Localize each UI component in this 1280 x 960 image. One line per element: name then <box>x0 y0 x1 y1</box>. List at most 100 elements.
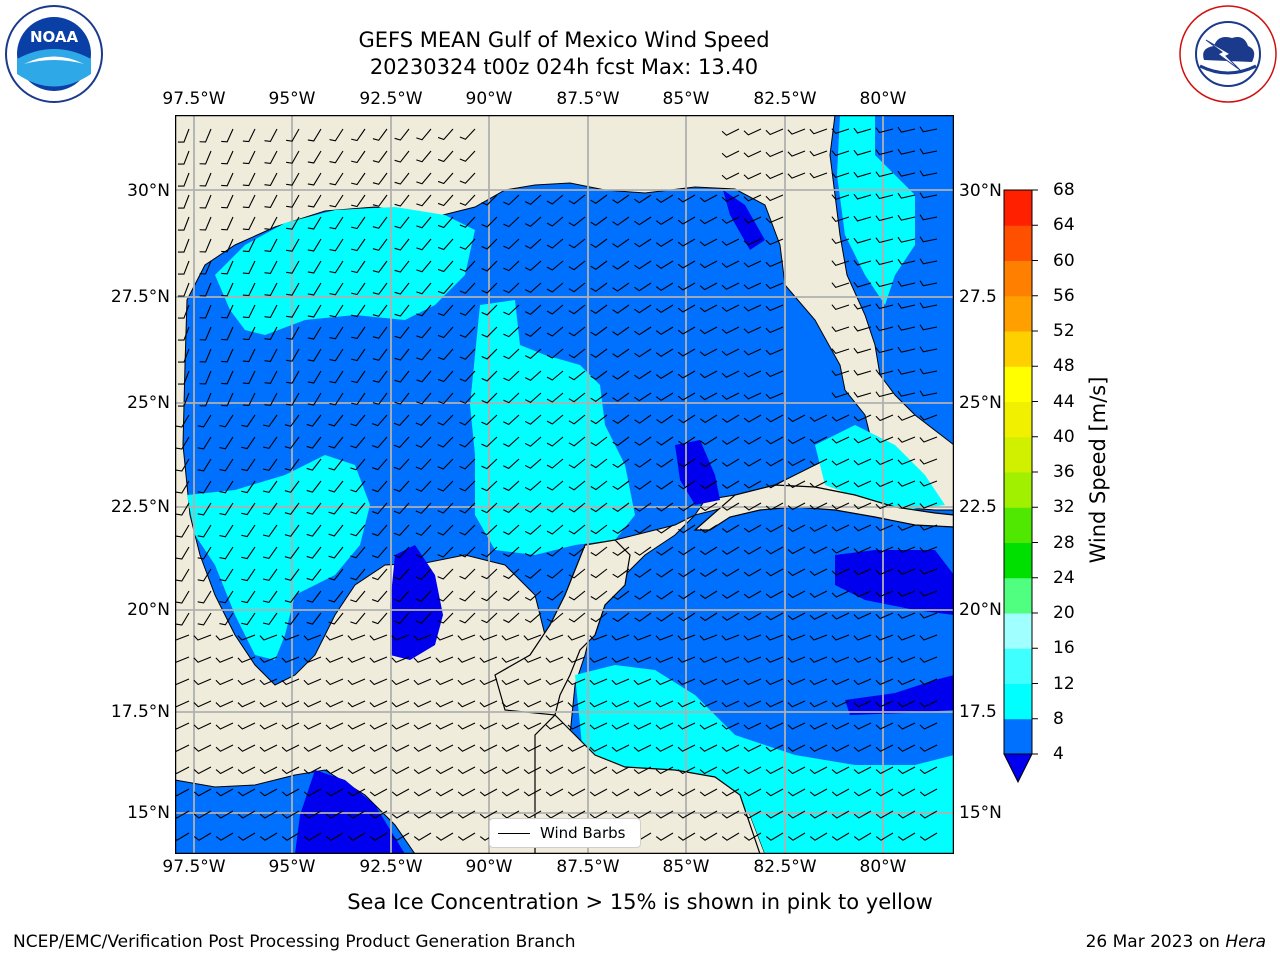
wind-barb <box>875 700 894 708</box>
wind-barb <box>325 722 344 730</box>
wind-barb <box>568 590 586 601</box>
wind-barb <box>242 128 256 143</box>
wind-barb <box>656 414 674 424</box>
wind-barb <box>853 480 872 488</box>
wind-barb <box>175 766 190 775</box>
wind-barb <box>611 810 630 819</box>
wind-barb <box>590 304 608 315</box>
wind-barb <box>306 590 322 603</box>
lat-tick: 17.5 <box>959 702 997 722</box>
wind-barb <box>700 590 718 600</box>
wind-barb <box>611 700 630 708</box>
wind-barb <box>175 524 190 538</box>
wind-barb <box>765 480 784 489</box>
wind-barb <box>372 150 388 163</box>
wind-barb <box>481 502 498 514</box>
wind-barb <box>568 480 586 491</box>
wind-barb <box>765 744 784 752</box>
wind-barb <box>677 678 696 686</box>
lon-tick: 85°W <box>662 89 710 109</box>
wind-barb <box>853 788 872 797</box>
wind-barb <box>307 304 322 318</box>
wind-barb <box>177 216 190 231</box>
wind-barb <box>765 722 784 730</box>
wind-barb <box>199 348 212 363</box>
wind-barb <box>919 302 938 309</box>
wind-barb <box>437 238 454 251</box>
wind-barb <box>721 502 740 511</box>
wind-barb <box>416 238 432 251</box>
wind-barb <box>919 502 938 509</box>
wind-barb <box>459 304 476 316</box>
wind-barb <box>325 656 344 663</box>
wind-barb <box>393 458 410 471</box>
wind-barb <box>699 326 718 335</box>
wind-barb <box>193 744 212 752</box>
wind-barb <box>655 678 674 686</box>
wind-barb <box>897 192 916 199</box>
wind-barb <box>545 656 564 663</box>
wind-barb <box>568 436 586 447</box>
wind-barb <box>831 524 850 532</box>
wind-barb <box>590 568 608 579</box>
wind-barb <box>175 722 190 730</box>
wind-barb <box>215 832 234 841</box>
wind-barb <box>875 656 894 663</box>
wind-barb <box>347 656 366 663</box>
wind-barb <box>897 126 916 133</box>
wind-barb <box>415 612 432 624</box>
wind-barb <box>328 480 344 493</box>
wind-barb <box>237 722 256 730</box>
wind-barb <box>765 568 784 577</box>
wind-barb <box>413 634 432 641</box>
wind-barb <box>459 568 476 580</box>
wind-barb <box>699 634 718 641</box>
wind-barb <box>391 744 410 752</box>
colorbar-segment <box>1004 295 1032 332</box>
wind-barb <box>765 172 784 180</box>
wind-barb <box>765 194 784 202</box>
wind-barb <box>721 568 740 577</box>
lat-tick: 27.5 <box>959 287 997 307</box>
wind-barb <box>765 392 784 400</box>
wind-barb <box>369 832 388 841</box>
colorbar-segment <box>1004 542 1032 579</box>
wind-barb <box>221 304 234 319</box>
wind-barb <box>416 194 432 207</box>
wind-barb <box>699 304 718 313</box>
wind-barb <box>481 216 498 228</box>
wind-barb <box>853 391 872 398</box>
wind-barb <box>809 546 828 554</box>
wind-barb <box>589 722 608 730</box>
wind-barb <box>721 348 740 356</box>
wind-barb <box>897 810 916 819</box>
map-title: GEFS MEAN Gulf of Mexico Wind Speed <box>358 28 770 52</box>
wind-barb <box>459 436 476 448</box>
wind-barb <box>524 546 542 557</box>
lon-tick: 95°W <box>268 89 316 109</box>
wind-barb <box>875 215 894 222</box>
wind-barb <box>853 656 872 663</box>
wind-barb <box>765 238 784 246</box>
wind-barb <box>177 194 190 209</box>
wind-barb <box>875 788 894 797</box>
wind-barb <box>457 832 476 841</box>
wind-barb <box>699 656 718 663</box>
wind-barb <box>721 700 740 708</box>
wind-barb <box>481 612 498 624</box>
wind-barb <box>765 590 784 599</box>
wind-barb <box>831 282 850 288</box>
wind-barb <box>612 282 630 292</box>
wind-barb <box>875 612 894 620</box>
wind-barb <box>809 436 828 444</box>
wind-barb <box>199 392 212 407</box>
wind-barb <box>175 546 190 560</box>
wind-barb <box>700 546 718 556</box>
colorbar-tick-label: 64 <box>1053 215 1075 236</box>
colorbar-tick-label: 4 <box>1053 744 1064 764</box>
colorbar-segment <box>1004 472 1032 508</box>
wind-barb <box>479 766 498 775</box>
wind-barb <box>503 304 520 316</box>
wind-barb <box>264 128 278 142</box>
wind-barb <box>677 238 696 247</box>
